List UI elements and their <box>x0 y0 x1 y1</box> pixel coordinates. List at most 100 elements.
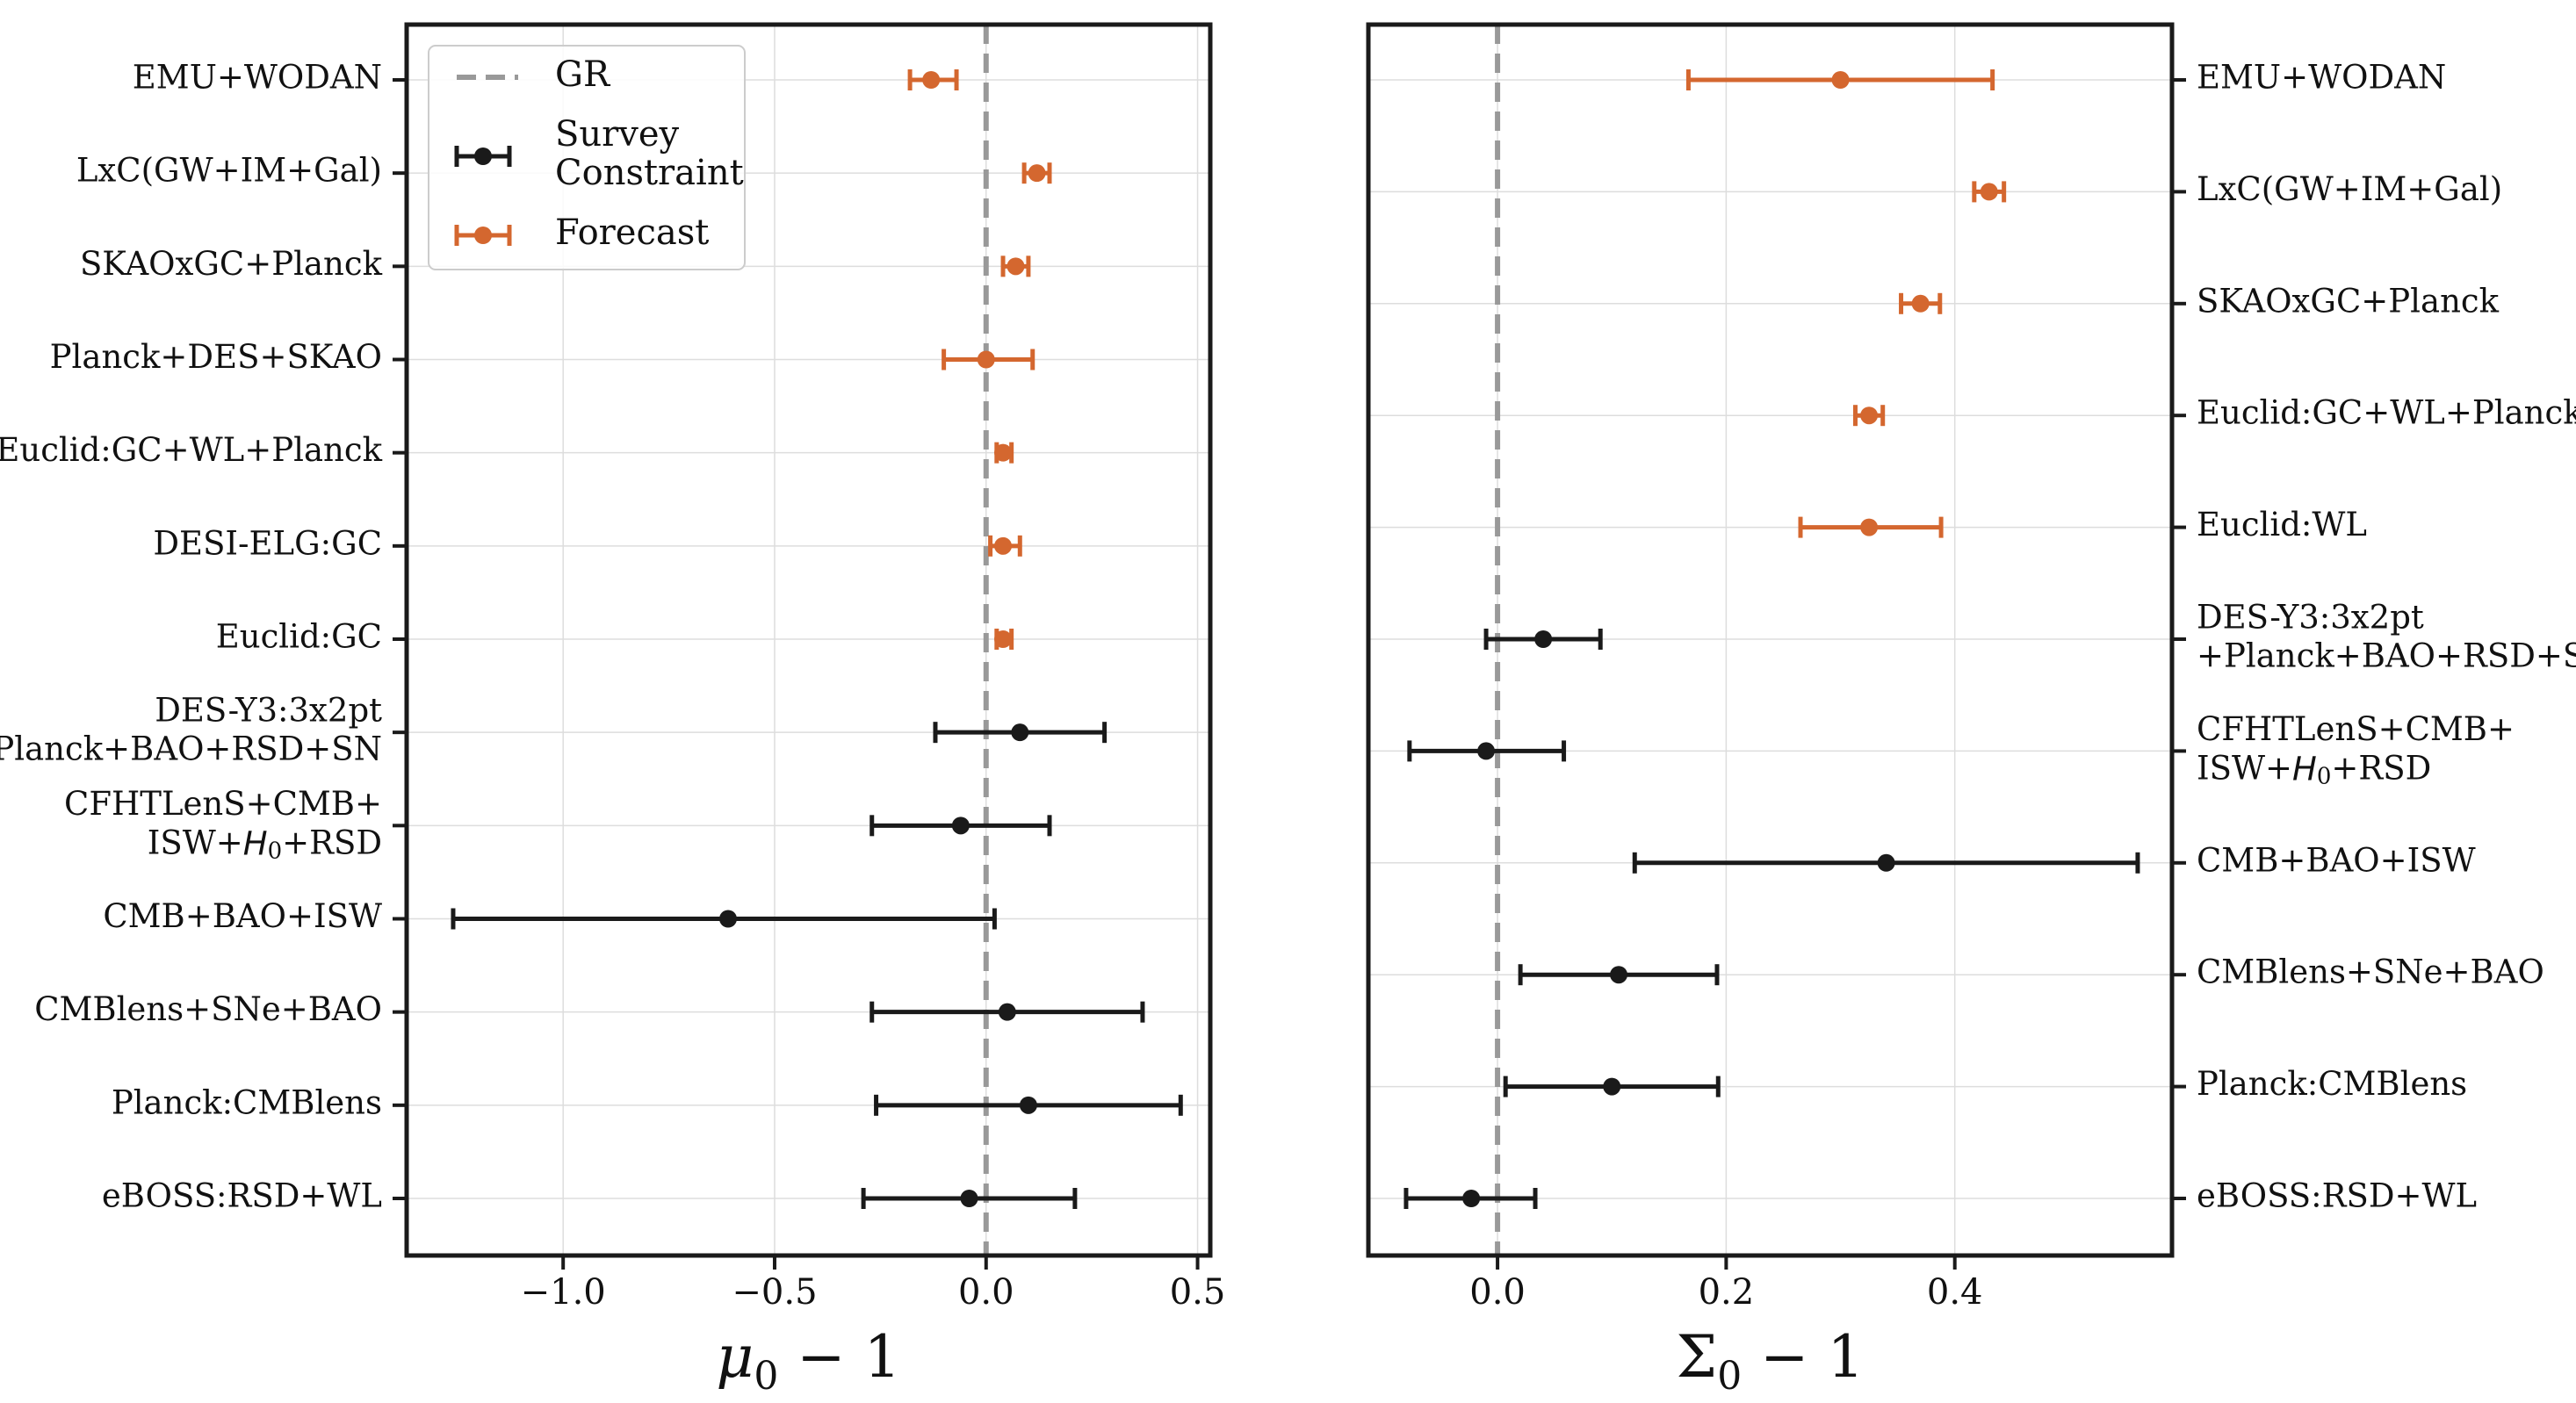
y-category-label: CFHTLenS+CMB+ <box>2197 710 2515 748</box>
y-category-label: CMBlens+SNe+BAO <box>34 990 382 1028</box>
label-part: +RSD <box>282 824 382 861</box>
y-category-label: EMU+WODAN <box>2197 59 2446 97</box>
legend-swatch-point <box>474 227 492 244</box>
data-point <box>1534 630 1553 648</box>
errorbar-survey <box>869 1001 1145 1023</box>
y-category-label: Euclid:WL <box>2197 506 2367 543</box>
y-category-label: eBOSS:RSD+WL <box>102 1177 382 1215</box>
x-axis-title: μ0 − 1 <box>716 1323 900 1399</box>
data-point <box>1462 1190 1481 1207</box>
data-point <box>1028 164 1046 183</box>
y-category-label: DES-Y3:3x2pt <box>2197 599 2424 637</box>
errorbar-forecast <box>988 535 1022 557</box>
data-point <box>1477 742 1496 760</box>
data-point <box>922 71 941 89</box>
errorbar-forecast <box>1798 516 1944 538</box>
errorbar-survey <box>861 1188 1078 1209</box>
legend-label-survey: Survey <box>555 114 680 155</box>
y-category-label: LxC(GW+IM+Gal) <box>76 152 382 190</box>
data-point <box>994 630 1013 648</box>
y-category-label: SKAOxGC+Planck <box>80 245 383 283</box>
data-point <box>719 910 737 928</box>
y-category-label: DES-Y3:3x2pt <box>155 692 382 730</box>
errorbar-survey <box>1483 629 1603 650</box>
axis-title-part: − 1 <box>1742 1323 1864 1391</box>
data-point <box>1610 966 1628 984</box>
y-category-label: Euclid:GC+WL+Planck <box>2197 394 2576 432</box>
errorbar-forecast <box>1852 405 1886 427</box>
y-category-label: Planck:CMBlens <box>2197 1065 2467 1103</box>
axis-title-part: − 1 <box>778 1323 900 1391</box>
panel-2: 0.0 0.2 0.4 EMU+WODAN LxC(GW+IM+Gal) SKAOxGC+… <box>1366 22 2576 1399</box>
data-point <box>1831 71 1850 89</box>
x-tick-label: 0.5 <box>1170 1272 1226 1313</box>
errorbar-forecast <box>1021 162 1052 184</box>
y-category-label: Euclid:GC+WL+Planck <box>0 431 383 469</box>
errorbar-forecast <box>994 442 1014 464</box>
x-tick-label: 0.0 <box>1469 1272 1526 1313</box>
label-part: H <box>243 824 268 862</box>
data-point <box>1911 294 1930 313</box>
y-category-label: ISW+H0+RSD <box>2197 749 2431 790</box>
data-point <box>977 350 995 369</box>
y-category-label: LxC(GW+IM+Gal) <box>2197 170 2502 208</box>
data-point <box>1011 723 1029 742</box>
errorbar-survey <box>1632 852 2140 874</box>
x-tick-label: −1.0 <box>521 1272 606 1313</box>
y-category-label: eBOSS:RSD+WL <box>2197 1177 2477 1215</box>
y-category-label: CMB+BAO+ISW <box>2197 841 2476 879</box>
errorbar-survey <box>1518 964 1720 986</box>
errorbar-forecast <box>1000 255 1031 277</box>
label-part: 0 <box>2317 763 2332 789</box>
errorbar-forecast <box>1972 181 2007 203</box>
y-category-label: Euclid:GC <box>216 618 382 656</box>
x-tick-label: −0.5 <box>732 1272 817 1313</box>
y-category-label: ISW+H0+RSD <box>148 824 382 865</box>
label-part: ISW+ <box>2197 749 2292 787</box>
errorbar-forecast <box>1685 69 1995 90</box>
errorbar-survey <box>1407 740 1567 762</box>
x-axis-title: Σ0 − 1 <box>1677 1323 1865 1399</box>
data-point <box>951 817 970 835</box>
label-part: ISW+ <box>148 824 243 861</box>
errorbar-forecast <box>907 69 959 90</box>
errorbar-survey <box>1503 1076 1721 1097</box>
data-point <box>994 443 1013 462</box>
data-point <box>960 1190 978 1207</box>
legend-swatch-point <box>474 147 492 165</box>
legend-label-gr: GR <box>555 54 611 95</box>
data-point <box>1007 257 1025 276</box>
legend-label-forecast: Forecast <box>555 212 709 253</box>
errorbar-forecast <box>1899 292 1943 314</box>
y-category-label: +Planck+BAO+RSD+SN <box>0 730 382 768</box>
y-category-label: CFHTLenS+CMB+ <box>64 785 382 823</box>
errorbar-survey <box>1403 1188 1538 1209</box>
data-point <box>1019 1096 1037 1114</box>
errorbar-forecast <box>942 349 1035 371</box>
axis-title-part: 0 <box>1717 1354 1742 1399</box>
data-point <box>1860 407 1879 425</box>
y-category-label: CMB+BAO+ISW <box>103 897 382 935</box>
axis-title-part: μ <box>716 1323 754 1391</box>
y-category-label: +Planck+BAO+RSD+SN <box>2197 637 2576 675</box>
label-part: H <box>2292 750 2317 788</box>
data-point <box>998 1003 1016 1021</box>
data-point <box>1877 853 1895 872</box>
x-tick-label: 0.0 <box>958 1272 1014 1313</box>
errorbar-survey <box>874 1094 1183 1116</box>
axis-title-part: Σ <box>1677 1323 1718 1391</box>
y-category-label: SKAOxGC+Planck <box>2197 282 2500 320</box>
y-category-label: DESI-ELG:GC <box>153 524 382 562</box>
label-part: 0 <box>268 838 283 864</box>
data-point <box>994 536 1013 555</box>
errorbar-survey <box>933 722 1108 744</box>
panel-1: −1.0 −0.5 0.0 0.5 EMU+WODAN LxC(GW+IM+Gal) SKA… <box>0 22 1226 1399</box>
axis-title-part: 0 <box>754 1354 778 1399</box>
y-category-label: EMU+WODAN <box>133 59 382 97</box>
errorbar-forecast <box>994 629 1014 650</box>
x-tick-label: 0.4 <box>1927 1272 1983 1313</box>
legend-box <box>428 45 746 270</box>
